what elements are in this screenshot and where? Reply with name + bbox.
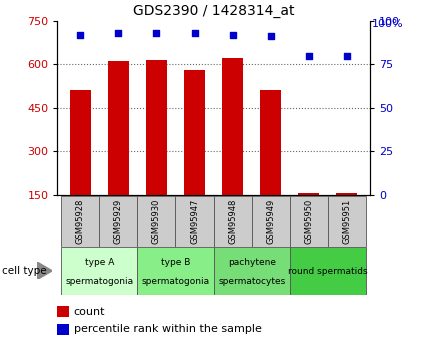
Point [191,30,198,36]
Point [306,53,312,58]
Text: spermatogonia: spermatogonia [65,277,133,286]
Point [267,33,274,39]
FancyBboxPatch shape [290,196,328,247]
Bar [222,58,243,195]
Text: count: count [74,307,105,316]
Text: GSM95947: GSM95947 [190,198,199,244]
Text: GSM95929: GSM95929 [114,198,123,244]
Text: GSM95948: GSM95948 [228,198,237,244]
Title: GDS2390 / 1428314_at: GDS2390 / 1428314_at [133,4,294,18]
FancyBboxPatch shape [214,196,252,247]
Bar [70,90,91,195]
Point [229,32,236,37]
Text: GSM95951: GSM95951 [343,198,351,244]
FancyBboxPatch shape [61,247,137,295]
FancyBboxPatch shape [61,196,99,247]
Text: GSM95930: GSM95930 [152,198,161,244]
FancyBboxPatch shape [214,247,290,295]
Point [77,32,84,37]
Text: round spermatids: round spermatids [288,267,368,276]
Text: pachytene: pachytene [228,258,276,267]
Bar [57,324,69,335]
Point [153,30,160,36]
FancyBboxPatch shape [176,196,214,247]
Text: cell type: cell type [2,266,47,276]
Point [115,30,122,36]
Bar [184,70,205,195]
Bar [146,60,167,195]
FancyBboxPatch shape [137,196,176,247]
Text: type A: type A [85,258,114,267]
Text: spermatogonia: spermatogonia [142,277,210,286]
Point [343,53,350,58]
FancyBboxPatch shape [328,196,366,247]
Text: GSM95950: GSM95950 [304,198,313,244]
Text: GSM95928: GSM95928 [76,198,85,244]
FancyBboxPatch shape [137,247,214,295]
Text: percentile rank within the sample: percentile rank within the sample [74,324,262,334]
Text: GSM95949: GSM95949 [266,198,275,244]
FancyBboxPatch shape [99,196,137,247]
Text: type B: type B [161,258,190,267]
FancyBboxPatch shape [290,247,366,295]
Text: spermatocytes: spermatocytes [218,277,285,286]
FancyBboxPatch shape [252,196,290,247]
Bar [337,194,357,195]
Bar [260,90,281,195]
Bar [298,194,319,195]
Text: 100%: 100% [372,19,403,29]
Polygon shape [37,262,52,279]
Bar [108,61,129,195]
Bar [57,306,69,317]
